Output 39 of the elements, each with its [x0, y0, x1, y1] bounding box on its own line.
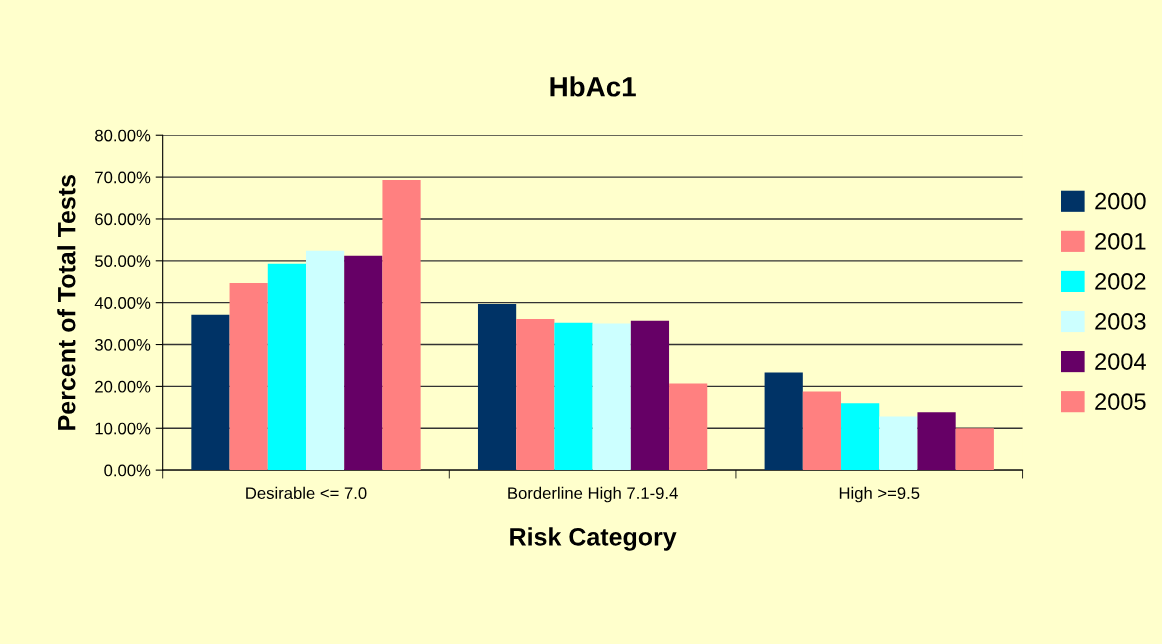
y-tick-label: 50.00%	[95, 255, 151, 268]
y-tick-label: 70.00%	[95, 171, 151, 184]
x-tick-label: Desirable <= 7.0	[246, 486, 367, 500]
y-tick-label: 30.00%	[94, 338, 151, 351]
bar	[841, 403, 880, 471]
y-tick-label: 40.00%	[94, 297, 151, 309]
bar	[382, 180, 421, 471]
bar	[516, 319, 555, 471]
y-tick-label: 60.00%	[95, 213, 151, 226]
bar	[764, 372, 803, 471]
bar	[592, 323, 631, 471]
bar	[229, 283, 268, 471]
y-axis-title: Percent of Total Tests	[57, 174, 76, 430]
y-tick-label: 20.00%	[95, 380, 151, 393]
bar	[917, 412, 956, 471]
legend-label: 2002	[1095, 273, 1146, 290]
bar	[554, 322, 593, 471]
bar	[191, 314, 230, 471]
bar	[802, 391, 842, 471]
bar	[344, 255, 383, 471]
legend-label: 2000	[1095, 192, 1146, 210]
x-axis-title: Risk Category	[510, 527, 677, 551]
y-tick-label: 10.00%	[95, 422, 151, 435]
y-tick-label: 0.00%	[104, 464, 151, 477]
bar	[669, 383, 708, 471]
bar	[477, 303, 517, 471]
legend-label: 2003	[1095, 313, 1146, 330]
chart-title: HbAc1	[550, 76, 636, 97]
legend-label: 2004	[1095, 353, 1146, 370]
bar	[630, 320, 670, 471]
legend-label: 2001	[1095, 232, 1146, 250]
bar	[879, 416, 918, 471]
x-tick-label: Borderline High 7.1-9.4	[508, 486, 678, 503]
bar	[955, 428, 994, 471]
bar	[267, 263, 306, 471]
bar	[305, 250, 345, 471]
legend-label: 2005	[1095, 393, 1146, 410]
y-tick-label: 80.00%	[95, 129, 151, 142]
x-tick-label: High >=9.5	[839, 486, 920, 503]
